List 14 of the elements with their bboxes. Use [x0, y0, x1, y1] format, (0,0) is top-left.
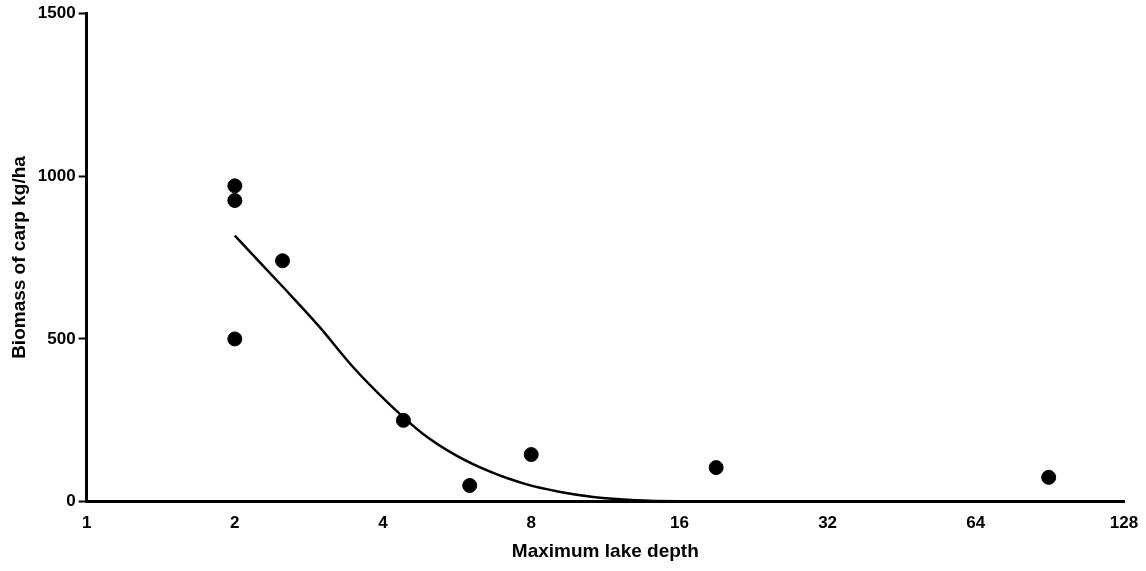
x-tick-label: 1	[81, 512, 92, 532]
y-tick-label: 0	[66, 491, 76, 511]
x-tick-label: 8	[526, 512, 536, 532]
x-tick-label: 16	[669, 512, 689, 532]
x-tick-label: 2	[230, 512, 240, 532]
x-tick-label: 32	[818, 512, 838, 532]
y-tick-label: 1000	[37, 165, 76, 185]
x-tick-label: 4	[378, 512, 389, 532]
y-tick-label: 500	[47, 328, 76, 348]
x-tick-label: 64	[966, 512, 986, 532]
x-tick-label: 128	[1109, 512, 1139, 532]
y-tick-label: 1500	[37, 2, 76, 22]
y-axis-title: Biomass of carp kg/ha	[7, 155, 29, 359]
x-axis-title: Maximum lake depth	[511, 539, 699, 561]
